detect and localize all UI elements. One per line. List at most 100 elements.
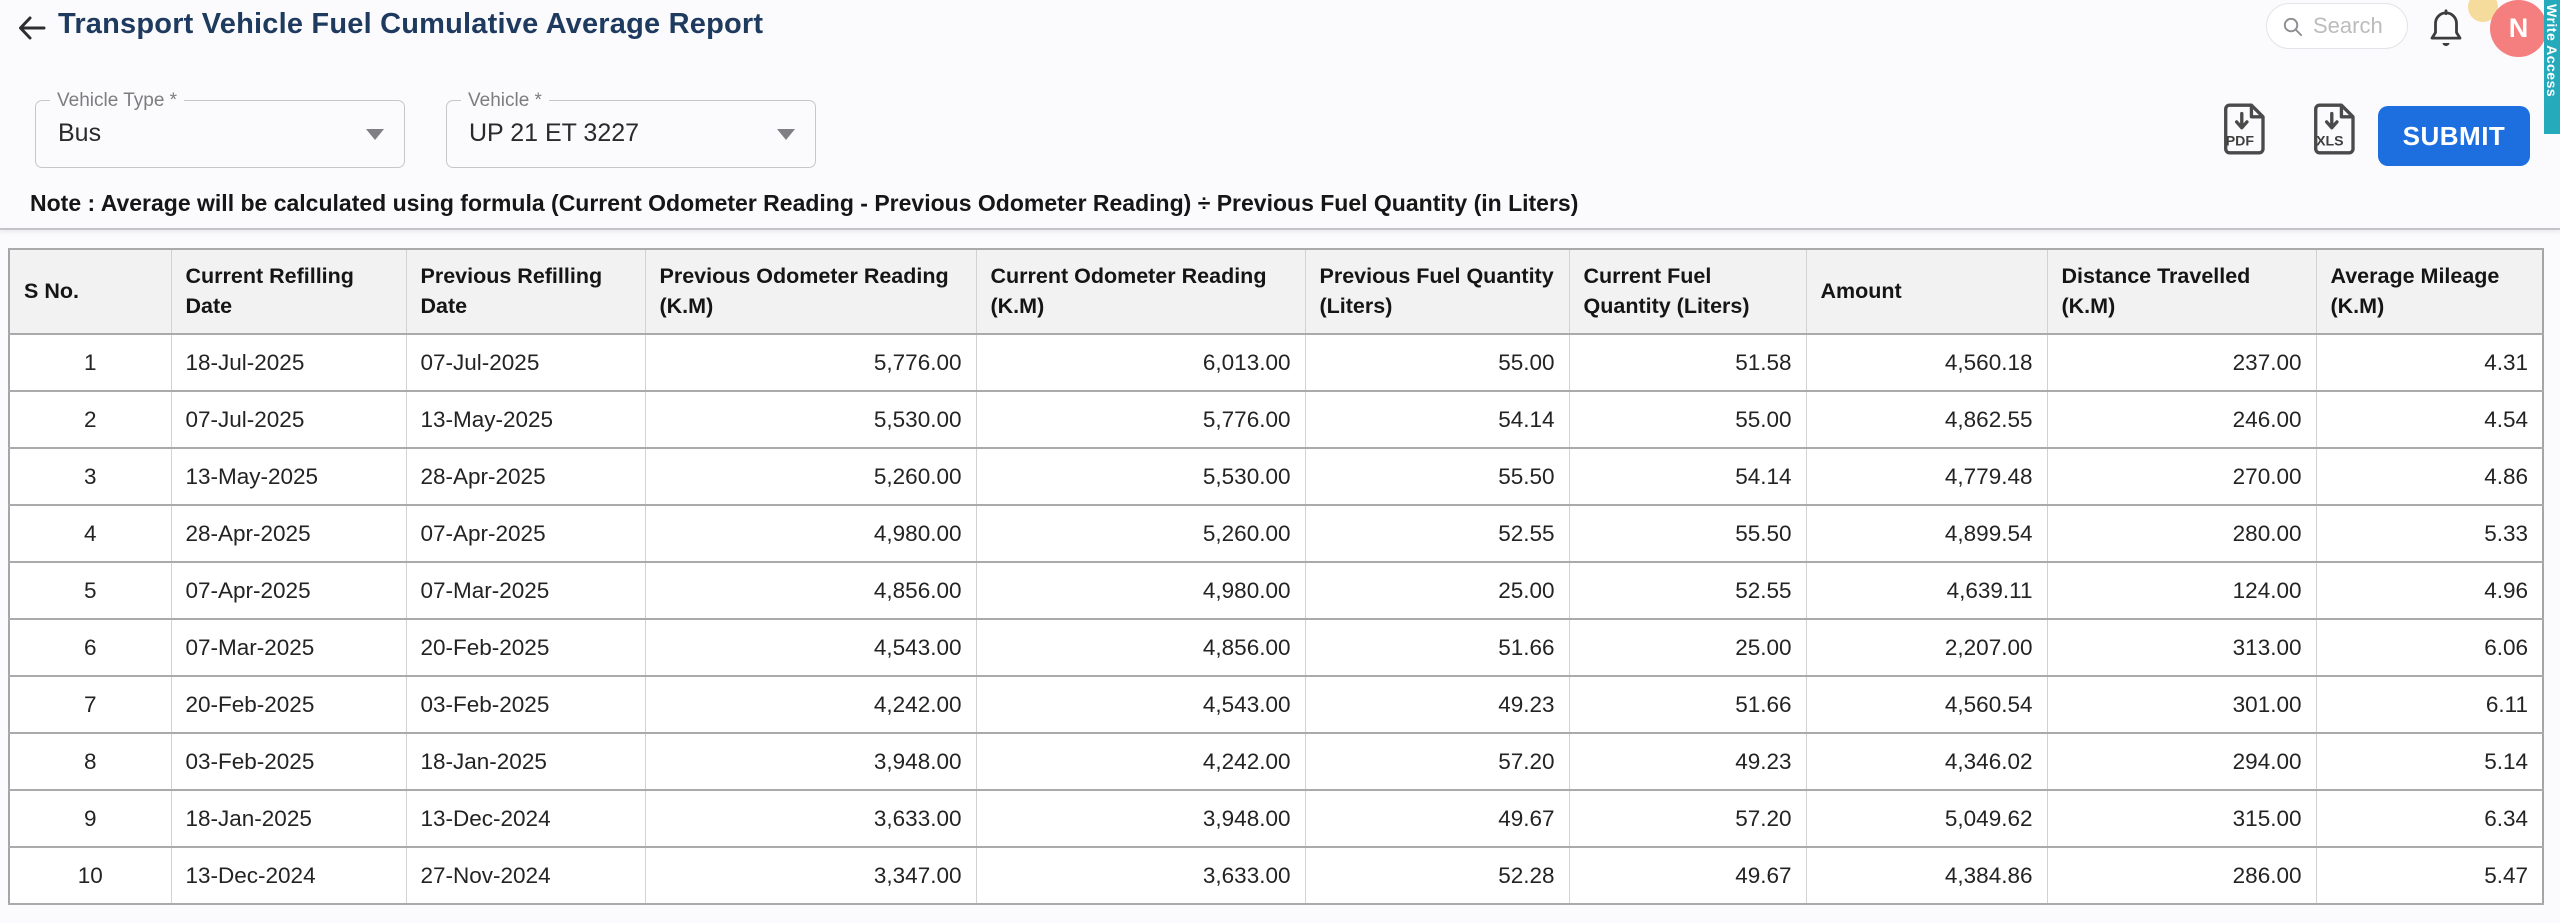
- table-cell: 6.34: [2315, 789, 2544, 848]
- table-cell: 4,560.18: [1805, 333, 2048, 392]
- table-cell: 07-Jul-2025: [405, 333, 646, 392]
- table-row: 7 20-Feb-2025 03-Feb-2025 4,242.00 4,543.00 4…: [8, 675, 2544, 734]
- table-cell: 4,639.11: [1805, 561, 2048, 620]
- table-cell: 4,560.54: [1805, 675, 2048, 734]
- search-input[interactable]: [2313, 13, 2393, 39]
- table-header-row: S No. Current Refilling Date Previous Refi…: [8, 248, 2544, 335]
- table-cell: 270.00: [2046, 447, 2317, 506]
- table-cell: 27-Nov-2024: [405, 846, 646, 905]
- table-cell: 6.11: [2315, 675, 2544, 734]
- vehicle-type-select[interactable]: Vehicle Type * Bus: [35, 90, 405, 168]
- table-cell: 5,530.00: [975, 447, 1306, 506]
- table-cell: 4,242.00: [644, 675, 977, 734]
- svg-text:PDF: PDF: [2226, 133, 2255, 149]
- table-row: 5 07-Apr-2025 07-Mar-2025 4,856.00 4,980.00 2…: [8, 561, 2544, 620]
- table-cell: 3,633.00: [975, 846, 1306, 905]
- back-arrow-icon[interactable]: [14, 10, 50, 46]
- column-header: Current Odometer Reading (K.M): [975, 248, 1306, 335]
- table-row: 3 13-May-2025 28-Apr-2025 5,260.00 5,530.00 5…: [8, 447, 2544, 506]
- report-table-body: 1 18-Jul-2025 07-Jul-2025 5,776.00 6,013.00 5…: [8, 333, 2544, 905]
- table-cell: 5,260.00: [644, 447, 977, 506]
- table-cell: 07-Mar-2025: [405, 561, 646, 620]
- table-cell: 4,543.00: [975, 675, 1306, 734]
- user-avatar[interactable]: N: [2490, 0, 2547, 57]
- table-cell: 07-Apr-2025: [170, 561, 407, 620]
- table-cell: 28-Apr-2025: [170, 504, 407, 563]
- access-ribbon: Write Access: [2544, 0, 2560, 134]
- table-cell: 4,543.00: [644, 618, 977, 677]
- table-cell: 4,899.54: [1805, 504, 2048, 563]
- table-cell: 4.54: [2315, 390, 2544, 449]
- svg-text:XLS: XLS: [2316, 133, 2343, 149]
- table-cell: 313.00: [2046, 618, 2317, 677]
- download-pdf-icon[interactable]: PDF: [2220, 102, 2270, 156]
- table-cell: 5,776.00: [644, 333, 977, 392]
- table-cell: 13-Dec-2024: [170, 846, 407, 905]
- table-row: 9 18-Jan-2025 13-Dec-2024 3,633.00 3,948.00 4…: [8, 789, 2544, 848]
- column-header: S No.: [8, 248, 172, 335]
- table-cell: 4,980.00: [644, 504, 977, 563]
- table-cell: 4,856.00: [644, 561, 977, 620]
- table-cell: 5,530.00: [644, 390, 977, 449]
- vehicle-select[interactable]: Vehicle * UP 21 ET 3227: [446, 90, 816, 168]
- table-cell: 124.00: [2046, 561, 2317, 620]
- vehicle-type-label: Vehicle Type *: [50, 90, 185, 112]
- submit-button[interactable]: SUBMIT: [2378, 106, 2530, 166]
- table-row: 1 18-Jul-2025 07-Jul-2025 5,776.00 6,013.00 5…: [8, 333, 2544, 392]
- table-cell: 49.67: [1304, 789, 1570, 848]
- table-cell: 4.86: [2315, 447, 2544, 506]
- divider: [0, 228, 2560, 230]
- table-cell: 03-Feb-2025: [405, 675, 646, 734]
- table-cell: 4,346.02: [1805, 732, 2048, 791]
- table-cell: 6.06: [2315, 618, 2544, 677]
- table-cell: 294.00: [2046, 732, 2317, 791]
- table-cell: 4: [8, 504, 172, 563]
- table-cell: 49.23: [1568, 732, 1807, 791]
- table-cell: 2,207.00: [1805, 618, 2048, 677]
- table-cell: 3,347.00: [644, 846, 977, 905]
- table-cell: 280.00: [2046, 504, 2317, 563]
- table-cell: 55.50: [1568, 504, 1807, 563]
- table-cell: 13-Dec-2024: [405, 789, 646, 848]
- notification-bell-icon[interactable]: [2426, 8, 2466, 50]
- table-cell: 07-Apr-2025: [405, 504, 646, 563]
- chevron-down-icon: [777, 129, 795, 140]
- table-cell: 57.20: [1568, 789, 1807, 848]
- column-header: Previous Refilling Date: [405, 248, 646, 335]
- table-cell: 51.66: [1304, 618, 1570, 677]
- table-cell: 6,013.00: [975, 333, 1306, 392]
- table-cell: 13-May-2025: [405, 390, 646, 449]
- table-cell: 5,776.00: [975, 390, 1306, 449]
- avatar-initial: N: [2508, 13, 2529, 43]
- column-header: Previous Fuel Quantity (Liters): [1304, 248, 1570, 335]
- table-cell: 5.14: [2315, 732, 2544, 791]
- table-cell: 03-Feb-2025: [170, 732, 407, 791]
- table-cell: 3: [8, 447, 172, 506]
- table-cell: 54.14: [1304, 390, 1570, 449]
- table-cell: 52.55: [1304, 504, 1570, 563]
- table-cell: 25.00: [1568, 618, 1807, 677]
- page-title: Transport Vehicle Fuel Cumulative Averag…: [58, 8, 764, 40]
- search-box[interactable]: [2266, 3, 2408, 49]
- vehicle-label: Vehicle *: [461, 90, 549, 112]
- column-header: Current Refilling Date: [170, 248, 407, 335]
- table-cell: 315.00: [2046, 789, 2317, 848]
- table-cell: 20-Feb-2025: [170, 675, 407, 734]
- download-xls-icon[interactable]: XLS: [2310, 102, 2360, 156]
- table-cell: 54.14: [1568, 447, 1807, 506]
- table-cell: 246.00: [2046, 390, 2317, 449]
- table-cell: 25.00: [1304, 561, 1570, 620]
- column-header: Current Fuel Quantity (Liters): [1568, 248, 1807, 335]
- table-row: 4 28-Apr-2025 07-Apr-2025 4,980.00 5,260.00 5…: [8, 504, 2544, 563]
- table-cell: 301.00: [2046, 675, 2317, 734]
- table-cell: 18-Jan-2025: [405, 732, 646, 791]
- table-cell: 52.28: [1304, 846, 1570, 905]
- table-cell: 1: [8, 333, 172, 392]
- table-cell: 18-Jan-2025: [170, 789, 407, 848]
- top-bar: Transport Vehicle Fuel Cumulative Averag…: [0, 0, 2560, 134]
- table-cell: 07-Mar-2025: [170, 618, 407, 677]
- table-cell: 3,948.00: [975, 789, 1306, 848]
- table-cell: 5.47: [2315, 846, 2544, 905]
- table-cell: 51.66: [1568, 675, 1807, 734]
